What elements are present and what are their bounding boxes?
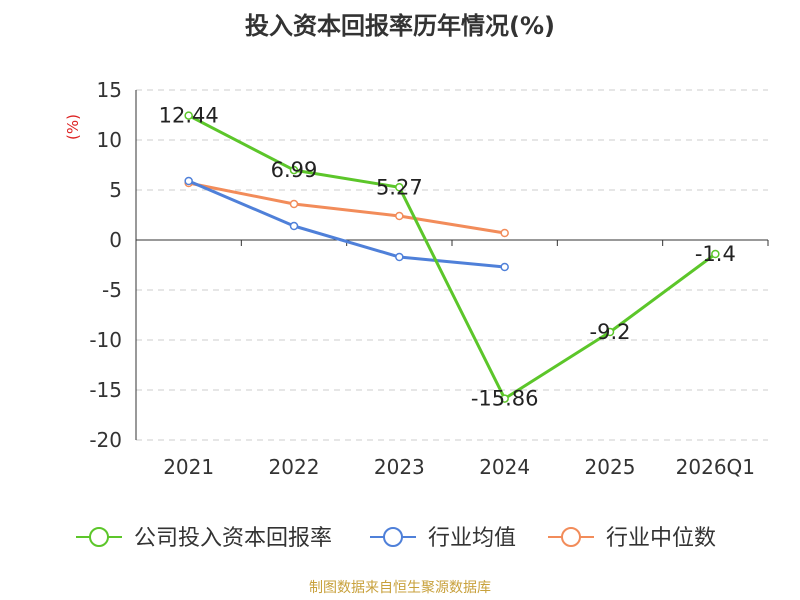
y-tick-label: -20 bbox=[89, 428, 122, 452]
data-point bbox=[500, 228, 509, 238]
axes: 15 10 5 0 -5 -10 -15 -20 (%) 2021 2022 2023 2024 2025… bbox=[64, 78, 769, 479]
x-tick-label: 2026Q1 bbox=[676, 455, 755, 479]
x-tick-label: 2022 bbox=[269, 455, 320, 479]
data-point bbox=[500, 394, 509, 403]
data-point bbox=[711, 249, 720, 259]
legend-marker bbox=[561, 527, 581, 547]
data-point bbox=[184, 111, 193, 120]
legend-marker bbox=[383, 527, 403, 547]
y-axis-label: (%) bbox=[64, 114, 82, 140]
data-point bbox=[500, 262, 509, 272]
source-note: 制图数据来自恒生聚源数据库 bbox=[309, 580, 491, 596]
data-point bbox=[289, 165, 299, 175]
legend-marker bbox=[89, 527, 109, 547]
y-tick-label: 0 bbox=[109, 228, 122, 252]
y-tick-label: -10 bbox=[89, 328, 122, 352]
grid-lines bbox=[136, 89, 768, 441]
data-label: 5.27 bbox=[376, 175, 423, 199]
data-point bbox=[289, 221, 299, 231]
series-line-2 bbox=[188, 181, 505, 235]
data-point bbox=[289, 199, 299, 209]
data-labels: 12.44 6.99 5.27 -15.86 -9.2 -1.4 bbox=[159, 104, 736, 411]
y-tick-label: 15 bbox=[97, 78, 122, 102]
legend-label: 行业中位数 bbox=[606, 526, 716, 551]
data-point bbox=[184, 176, 193, 186]
y-tick-label: -15 bbox=[89, 378, 122, 402]
data-label: -1.4 bbox=[695, 242, 736, 266]
y-tick-label: 5 bbox=[109, 178, 122, 202]
series-line-0 bbox=[187, 114, 717, 401]
x-tick-label: 2024 bbox=[479, 455, 530, 479]
series-lines bbox=[184, 111, 720, 403]
data-label: -15.86 bbox=[471, 387, 539, 411]
data-label: 6.99 bbox=[271, 158, 318, 182]
data-point bbox=[605, 327, 615, 337]
y-tick-label: 10 bbox=[97, 128, 122, 152]
data-point bbox=[395, 183, 404, 192]
series-line-1 bbox=[188, 179, 505, 269]
data-point bbox=[395, 252, 404, 262]
y-tick-label: -5 bbox=[102, 278, 122, 302]
x-tick-label: 2023 bbox=[374, 455, 425, 479]
legend: 公司投入资本回报率 行业均值 行业中位数 bbox=[76, 526, 716, 551]
chart-title: 投入资本回报率历年情况(%) bbox=[245, 12, 555, 40]
legend-label: 行业均值 bbox=[428, 526, 516, 551]
data-point bbox=[395, 211, 404, 221]
x-tick-label: 2021 bbox=[163, 455, 214, 479]
x-tick-label: 2025 bbox=[585, 455, 636, 479]
data-label: -9.2 bbox=[590, 320, 631, 344]
legend-label: 公司投入资本回报率 bbox=[134, 526, 332, 551]
data-label: 12.44 bbox=[159, 104, 219, 128]
